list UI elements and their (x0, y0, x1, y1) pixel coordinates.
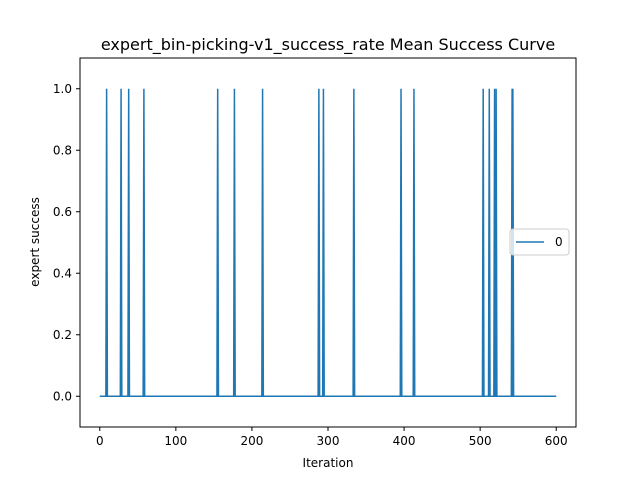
success-spike (487, 88, 491, 397)
x-axis: 0 100 200 300 400 500 600 (96, 427, 568, 448)
plot-area (99, 88, 557, 397)
success-spike (261, 88, 265, 397)
x-tick-label: 300 (317, 434, 340, 448)
success-spike (232, 88, 236, 397)
success-spike (142, 88, 146, 397)
y-tick-label: 0.6 (53, 205, 72, 219)
success-spike (352, 88, 356, 397)
legend: 0 (509, 228, 570, 256)
success-spike (119, 88, 123, 397)
y-tick-label: 0.2 (53, 328, 72, 342)
success-spike (412, 88, 416, 397)
chart-title: expert_bin-picking-v1_success_rate Mean … (101, 35, 555, 55)
x-tick-label: 0 (96, 434, 104, 448)
y-axis: 0.0 0.2 0.4 0.6 0.8 1.0 (53, 82, 80, 403)
x-tick-label: 100 (164, 434, 187, 448)
success-spike (317, 88, 321, 397)
x-tick-label: 500 (469, 434, 492, 448)
legend-label: 0 (555, 235, 563, 249)
x-tick-label: 200 (240, 434, 263, 448)
success-spike (105, 88, 109, 397)
y-tick-label: 0.4 (53, 266, 72, 280)
success-spike (511, 88, 515, 397)
success-spike (494, 88, 498, 397)
success-spike (481, 88, 485, 397)
y-tick-label: 0.8 (53, 143, 72, 157)
y-tick-label: 0.0 (53, 389, 72, 403)
x-tick-label: 600 (545, 434, 568, 448)
y-tick-label: 1.0 (53, 82, 72, 96)
x-axis-label: Iteration (303, 456, 354, 470)
success-spike (399, 88, 403, 397)
x-tick-label: 400 (393, 434, 416, 448)
success-spike (127, 88, 131, 397)
y-axis-label: expert success (28, 197, 42, 287)
success-spike (216, 88, 220, 397)
success-spike (321, 88, 325, 397)
